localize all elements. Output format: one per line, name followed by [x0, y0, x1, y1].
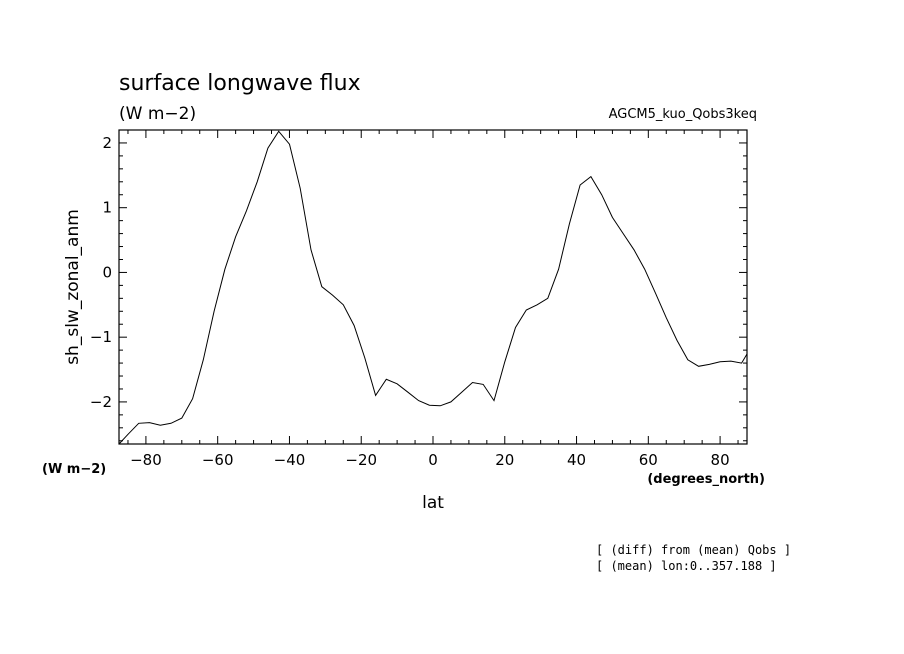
x-tick-label: 20	[495, 451, 514, 469]
y-tick-label: 0	[102, 263, 112, 281]
y-tick-label: 1	[102, 199, 112, 217]
x-tick-label: −80	[130, 451, 162, 469]
chart-title: surface longwave flux	[119, 71, 361, 96]
run-label: AGCM5_kuo_Qobs3keq	[609, 107, 757, 122]
x-tick-label: 60	[639, 451, 658, 469]
x-axis-units: (degrees_north)	[647, 472, 765, 487]
footnote-mean: [ (mean) lon:0..357.188 ]	[596, 559, 777, 573]
x-tick-label: −40	[274, 451, 306, 469]
x-tick-label: −20	[345, 451, 377, 469]
x-axis-label: lat	[422, 493, 444, 513]
series-line	[118, 130, 748, 445]
y-tick-label: −2	[90, 393, 112, 411]
x-tick-label: 0	[428, 451, 438, 469]
tick-labels: −80 −60 −40 −20 0 20 40 60 80 −2 −1 0 1 2	[90, 134, 730, 469]
y-tick-label: −1	[90, 328, 112, 346]
axis-ticks	[119, 129, 747, 444]
x-tick-label: 80	[711, 451, 730, 469]
chart-units: (W m−2)	[119, 104, 196, 124]
y-tick-label: 2	[102, 134, 112, 152]
y-axis-label: sh_slw_zonal_anm	[63, 209, 83, 365]
footnote-diff: [ (diff) from (mean) Qobs ]	[596, 543, 791, 557]
y-axis-units: (W m−2)	[42, 462, 106, 477]
x-tick-label: 40	[567, 451, 586, 469]
x-tick-label: −60	[202, 451, 234, 469]
